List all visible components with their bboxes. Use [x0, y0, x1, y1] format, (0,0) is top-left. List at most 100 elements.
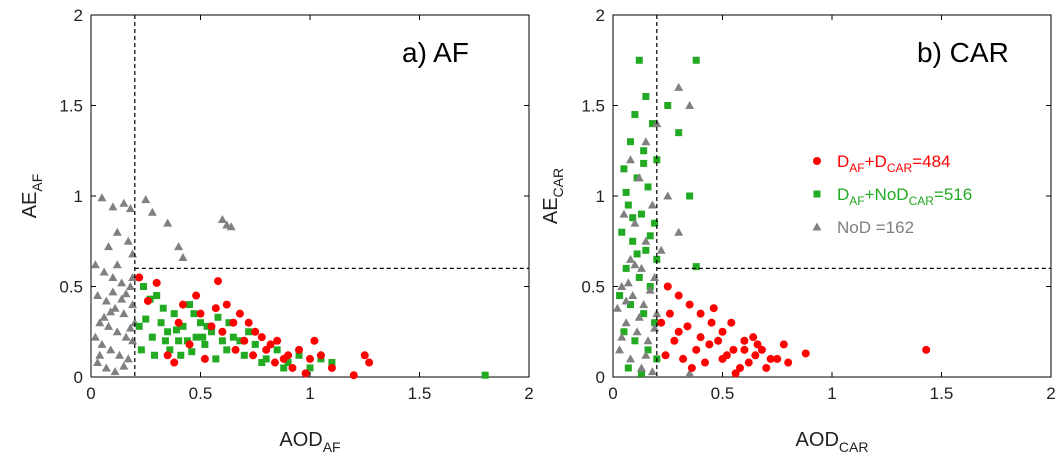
panel-a-nod-point: [112, 227, 122, 236]
panel-a-red-point: [301, 369, 310, 378]
panel-b-nod-point: [656, 245, 666, 254]
panel-a-green-point: [212, 355, 220, 363]
panel-b-nod-point: [621, 318, 631, 327]
panel-a-nod-point: [106, 307, 116, 316]
panel-a-nod-point: [108, 272, 118, 281]
panel-a-red-point: [257, 333, 266, 342]
panel-a-series-green: [135, 283, 489, 379]
panel-a-green-point: [153, 292, 161, 300]
panel-b-nod-point: [626, 155, 636, 164]
panel-a-nod-point: [174, 242, 184, 251]
panel-b-red-point: [779, 340, 788, 349]
panel-a-green-point: [328, 359, 336, 367]
panel-a-green-point: [236, 337, 244, 345]
panel-b-y-tick-label: 1: [596, 187, 605, 206]
panel-b-green-point: [642, 246, 650, 254]
panel-b-series-nod: [612, 82, 695, 377]
panel-a-nod-point: [112, 260, 122, 269]
panel-a-nod-point: [117, 278, 127, 287]
panel-a-red-point: [135, 273, 144, 282]
panel-a-nod-point: [178, 253, 188, 262]
panel-a-red-point: [178, 300, 187, 309]
panel-b-red-point: [683, 322, 692, 331]
panel-b-red-point: [707, 318, 716, 327]
panel-b-green-point: [635, 273, 643, 281]
panel-a-red-point: [240, 336, 249, 345]
panel-b-red-point: [751, 351, 760, 360]
panel-a-nod-point: [93, 358, 103, 367]
panel-b-nod-point: [674, 82, 684, 91]
panel-a-nod-point: [110, 303, 120, 312]
panel-a-green-point: [203, 322, 211, 330]
panel-a-red-point: [262, 345, 271, 354]
panel-b-legend-label: DAF+DCAR=484: [837, 152, 950, 175]
panel-b-nod-point: [641, 350, 651, 359]
panel-a-x-tick-label: 1: [305, 384, 314, 403]
panel-b-green-point: [618, 228, 626, 236]
panel-a-nod-point: [121, 289, 131, 298]
panel-a-green-point: [157, 319, 165, 327]
panel-a-red-point: [316, 351, 325, 360]
panel-a-red-point: [163, 351, 172, 360]
panel-b-green-point: [642, 92, 650, 100]
panel-a-green-point: [142, 315, 150, 323]
panel-b-nod-point: [634, 173, 644, 182]
panel-a-nod-point: [110, 367, 120, 376]
panel-a-x-tick-label: 0: [86, 384, 95, 403]
panel-b-green-point: [624, 201, 632, 209]
panel-a-red-point: [279, 354, 288, 363]
panel-a-nod-point: [123, 236, 133, 245]
panel-a-red-point: [229, 318, 238, 327]
panel-a-red-point: [295, 345, 304, 354]
panel-a-green-point: [190, 310, 198, 318]
panel-b-nod-point: [615, 345, 625, 354]
panel-b-red-point: [661, 351, 670, 360]
panel-a-green-point: [280, 364, 288, 372]
panel-a-green-point: [159, 304, 167, 312]
panel-b-red-point: [729, 345, 738, 354]
panel-a-y-tick-label: 1.5: [59, 97, 83, 116]
panel-a-x-tick-label: 0.5: [189, 384, 213, 403]
panel-b-red-point: [665, 309, 674, 318]
panel-b-nod-point: [643, 336, 653, 345]
panel-a-y-tick-label: 0: [74, 368, 83, 387]
panel-a-red-point: [143, 296, 152, 305]
panel-b-nod-point: [621, 296, 631, 305]
panel-a-red-point: [214, 277, 223, 286]
panel-b-red-point: [696, 333, 705, 342]
panel-a-red-point: [200, 354, 209, 363]
panel-a-green-point: [192, 333, 200, 341]
panel-b-green-point: [686, 192, 694, 200]
panel-a-green-point: [199, 333, 207, 341]
panel-b-nod-point: [641, 236, 651, 245]
panel-a-nod-point: [108, 287, 118, 296]
panel-b-green-point: [653, 156, 661, 164]
panel-a-red-point: [288, 363, 297, 372]
panel-b-green-point: [633, 250, 641, 258]
panel-a-nod-point: [119, 361, 129, 370]
panel-a-red-point: [174, 318, 183, 327]
panel-b-red-point: [762, 363, 771, 372]
panel-a-green-point: [225, 319, 233, 327]
panel-a-nod-point: [128, 272, 138, 281]
panel-a-green-point: [197, 319, 204, 327]
panel-a-green-point: [137, 346, 145, 354]
panel-b-y-tick-label: 0: [596, 368, 605, 387]
panel-b-x-tick-label: 1: [827, 384, 836, 403]
panel-b-red-point: [922, 345, 931, 354]
panel-b-y-tick-label: 1.5: [581, 97, 605, 116]
panel-b-nod-point: [674, 227, 684, 236]
panel-a-green-point: [164, 328, 172, 336]
panel-b-green-point: [692, 56, 700, 64]
panel-a-nod-point: [163, 218, 173, 227]
panel-b-green-point: [635, 56, 643, 64]
panel-b-green-point: [653, 255, 661, 263]
panel-a-nod-point: [128, 336, 138, 345]
panel-a-green-point: [481, 371, 489, 379]
panel-a-green-point: [201, 340, 209, 348]
panel-b-y-tick-label: 0.5: [581, 278, 605, 297]
panel-a-nod-point: [112, 327, 122, 336]
panel-a-green-point: [306, 364, 314, 372]
